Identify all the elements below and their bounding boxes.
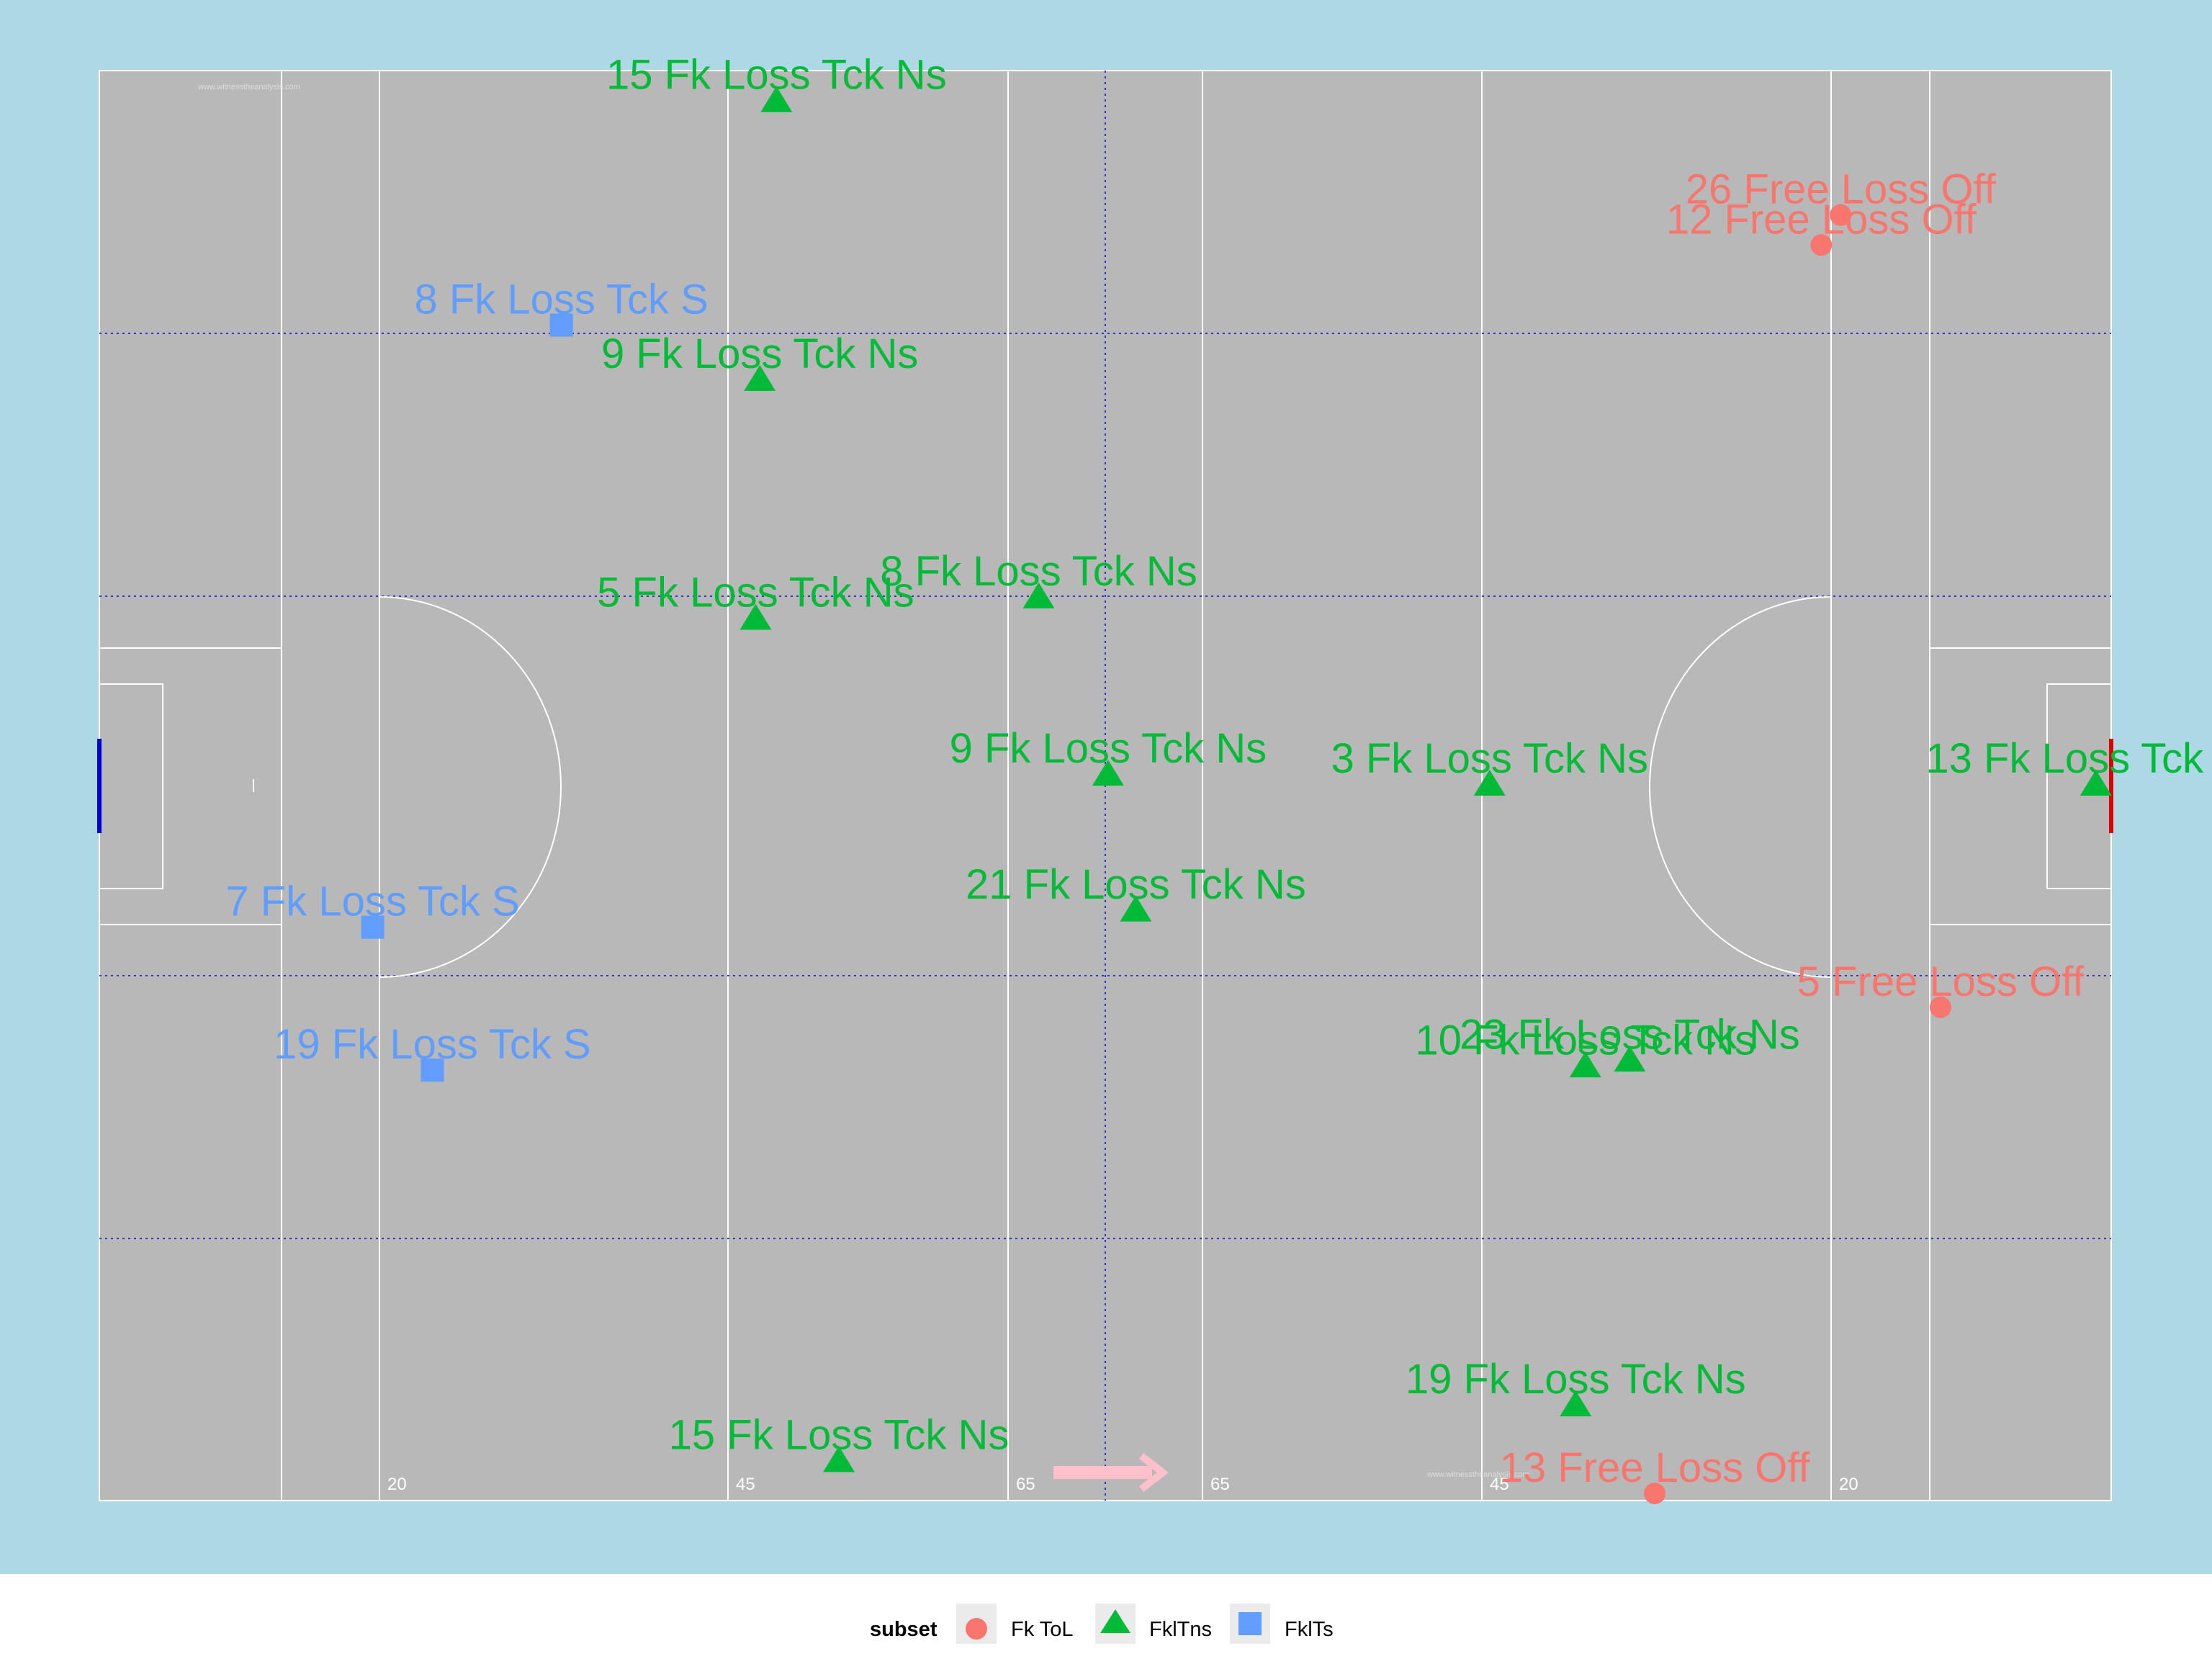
point-label: 5 Free Loss Off xyxy=(1797,958,2085,1005)
point-label: 10 Fk Loss Tck Ns xyxy=(1415,1017,1755,1064)
point-square xyxy=(549,313,573,337)
point-label: 13 Free Loss Off xyxy=(1500,1444,1811,1491)
line-label-20-left: 20 xyxy=(387,1475,407,1494)
line-label-45-right: 45 xyxy=(1490,1475,1509,1494)
point-label: 21 Fk Loss Tck Ns xyxy=(966,861,1306,908)
legend-key-square xyxy=(1238,1612,1262,1635)
point-circle xyxy=(1644,1483,1666,1505)
point-label: 9 Fk Loss Tck Ns xyxy=(601,331,919,377)
point-circle xyxy=(1830,204,1852,226)
arc-right xyxy=(1649,596,1832,978)
point-triangle xyxy=(1092,760,1124,786)
legend-label: Fk ToL xyxy=(1011,1618,1074,1641)
point-triangle xyxy=(760,86,793,112)
point-circle xyxy=(1929,996,1951,1018)
point-label: 15 Fk Loss Tck Ns xyxy=(669,1411,1010,1458)
point-square xyxy=(361,915,385,939)
point-triangle xyxy=(823,1446,855,1473)
line-label-45-left: 45 xyxy=(736,1475,755,1494)
legend: subset Fk ToL FklTns FklTs xyxy=(870,1604,1334,1644)
legend-title: subset xyxy=(870,1618,938,1641)
watermark: www.witnesstheanalysis.com xyxy=(197,83,300,91)
point-square xyxy=(421,1058,444,1082)
watermark: www.witnesstheanalysis.com xyxy=(1426,1470,1529,1479)
legend-label: FklTns xyxy=(1149,1618,1212,1641)
point-triangle xyxy=(1614,1046,1646,1072)
point-triangle xyxy=(1120,895,1152,922)
point-label: 19 Fk Loss Tck Ns xyxy=(1406,1356,1746,1403)
point-label: 7 Fk Loss Tck S xyxy=(225,878,519,925)
point-label: 12 Free Loss Off xyxy=(1666,196,1977,243)
point-triangle xyxy=(739,603,772,630)
arc-left xyxy=(379,596,562,978)
point-label: 15 Fk Loss Tck Ns xyxy=(606,52,947,99)
legend-label: FklTs xyxy=(1285,1618,1334,1641)
point-label: 26 Free Loss Off xyxy=(1686,166,1997,213)
point-label: 23 Fk Loss Tck Ns xyxy=(1460,1011,1800,1058)
point-label: 13 Fk Loss Tck Ns xyxy=(1925,735,2212,782)
point-label: 19 Fk Loss Tck S xyxy=(274,1021,591,1068)
point-label: 8 Fk Loss Tck S xyxy=(415,276,709,323)
point-label: 5 Fk Loss Tck Ns xyxy=(597,570,914,616)
point-label: 3 Fk Loss Tck Ns xyxy=(1331,735,1649,782)
line-label-65-left: 65 xyxy=(1016,1475,1035,1494)
point-triangle xyxy=(1569,1051,1601,1078)
point-triangle xyxy=(744,364,776,391)
legend-key-triangle xyxy=(1100,1609,1130,1633)
point-label: 8 Fk Loss Tck Ns xyxy=(880,548,1197,595)
attack-direction-arrow xyxy=(1053,1453,1169,1492)
point-circle xyxy=(1810,234,1833,256)
point-triangle xyxy=(1560,1390,1592,1416)
point-label: 9 Fk Loss Tck Ns xyxy=(950,725,1267,772)
point-triangle xyxy=(2080,770,2112,796)
data-marks xyxy=(361,86,2112,1505)
pitch xyxy=(97,70,2113,1501)
line-label-65-right: 65 xyxy=(1210,1475,1230,1494)
point-triangle xyxy=(1473,770,1506,796)
line-label-20-right: 20 xyxy=(1839,1475,1858,1494)
point-triangle xyxy=(1022,582,1055,608)
legend-key-circle xyxy=(966,1618,987,1640)
